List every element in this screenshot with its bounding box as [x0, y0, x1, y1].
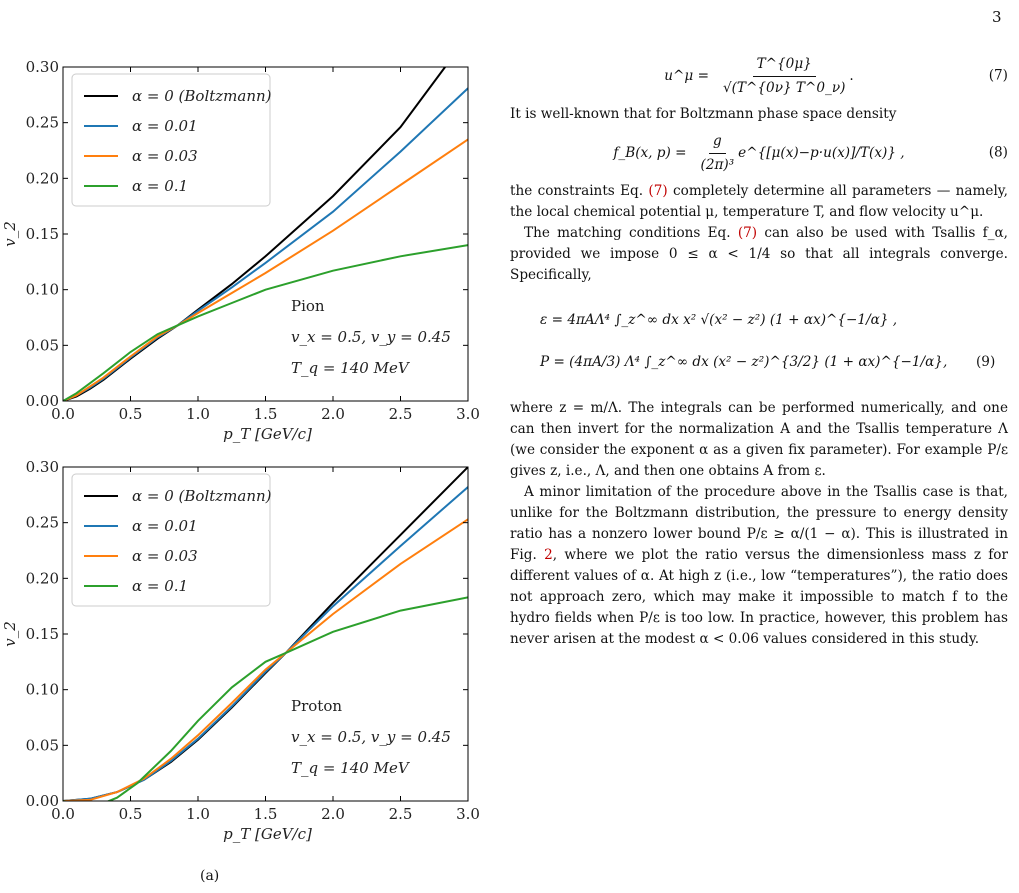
fig2-reference-link[interactable]: 2: [544, 547, 553, 563]
y-tick-label: 0.00: [26, 392, 59, 410]
equation-7: u^μ = T^{0μ} √(T^{0ν} T^0_ν) . (7): [510, 48, 1008, 104]
y-tick-label: 0.30: [26, 58, 59, 76]
eq9-pressure: P = (4πA/3) Λ⁴ ∫_z^∞ dx (x² − z²)^{3/2} …: [540, 352, 995, 373]
annotation-line-0: Pion: [291, 297, 325, 315]
p3-part-b: can also be used with Tsallis f_α, provi…: [510, 225, 1008, 283]
eq9-energy-density: ε = 4πAΛ⁴ ∫_z^∞ dx x² √(x² − z²) (1 + αx…: [540, 310, 897, 331]
paragraph-4: where z = m/Λ. The integrals can be perf…: [510, 400, 1008, 479]
p2-part-b: completely determine all parameters — na…: [510, 183, 1008, 220]
p5-part-b: , where we plot the ratio versus the dim…: [510, 547, 1008, 647]
p2-part-a: the constraints Eq.: [510, 183, 649, 199]
paragraph-5: A minor limitation of the procedure abov…: [510, 482, 1008, 650]
annotation-line-0: Proton: [291, 697, 342, 715]
x-tick-label: 2.5: [389, 805, 413, 823]
annotation-line-2: T_q = 140 MeV: [291, 759, 411, 777]
eq8-denominator: (2π)³: [700, 156, 735, 173]
series-line-3: [63, 596, 468, 801]
x-tick-label: 0.0: [51, 405, 75, 423]
figure-panels: 0.0 0.5 1.0 1.5 2.0 2.5 3.0 0.00 0.05 0.10 0.15 0.2…: [0, 0, 490, 893]
eq7-fraction: T^{0μ} √(T^{0ν} T^0_ν): [723, 54, 845, 99]
legend-entry-1: α = 0.01: [132, 517, 198, 535]
eq7-reference-link-2[interactable]: (7): [737, 225, 758, 241]
x-tick-label: 1.0: [186, 405, 210, 423]
legend-entry-3: α = 0.1: [132, 177, 188, 195]
pion-v2-chart: 0.0 0.5 1.0 1.5 2.0 2.5 3.0 0.00 0.05 0.10 0.15 0.2…: [1, 58, 480, 443]
y-tick-label: 0.30: [26, 458, 59, 476]
annotation-line-1: v_x = 0.5, v_y = 0.45: [291, 328, 451, 346]
eq7-tail: .: [849, 67, 854, 84]
x-tick-label: 0.0: [51, 805, 75, 823]
y-tick-label: 0.25: [26, 514, 59, 532]
equation-9: ε = 4πAΛ⁴ ∫_z^∞ dx x² √(x² − z²) (1 + αx…: [510, 296, 1008, 392]
p5-part-a: A minor limitation of the procedure abov…: [510, 484, 1008, 563]
x-tick-label: 0.5: [119, 805, 143, 823]
x-tick-label: 2.0: [321, 405, 345, 423]
annotation-line-2: T_q = 140 MeV: [291, 359, 411, 377]
eq7-lhs: u^μ =: [664, 67, 709, 84]
legend-entry-3: α = 0.1: [132, 577, 188, 595]
legend-entry-1: α = 0.01: [132, 117, 198, 135]
p3-part-a: The matching conditions Eq.: [524, 225, 738, 241]
x-tick-label: 0.5: [119, 405, 143, 423]
eq8-lhs: f_B(x, p) =: [613, 144, 687, 161]
legend-entry-2: α = 0.03: [132, 147, 198, 165]
y-tick-label: 0.05: [26, 736, 59, 754]
x-axis-label: p_T [GeV/c]: [223, 825, 312, 843]
y-tick-label: 0.20: [26, 169, 59, 187]
legend-entry-0: α = 0 (Boltzmann): [132, 87, 272, 105]
x-axis-label: p_T [GeV/c]: [223, 425, 312, 443]
eq8-fraction: g (2π)³: [701, 131, 735, 176]
eq7-numerator: T^{0μ}: [752, 54, 816, 77]
eq9-number: (9): [976, 354, 996, 370]
series-line-2: [63, 518, 468, 801]
eq7-reference-link[interactable]: (7): [648, 183, 668, 199]
y-tick-label: 0.10: [26, 681, 59, 699]
eq7-number: (7): [988, 67, 1008, 84]
y-tick-label: 0.10: [26, 281, 59, 299]
equation-8: f_B(x, p) = g (2π)³ e^{[μ(x)−p·u(x)]/T(x…: [510, 125, 1008, 181]
eq8-number: (8): [988, 144, 1008, 161]
y-axis-label: v_2: [1, 221, 19, 247]
page-number: 3: [992, 8, 1002, 26]
y-tick-label: 0.05: [26, 336, 59, 354]
eq7-denominator: √(T^{0ν} T^0_ν): [722, 79, 846, 96]
y-tick-label: 0.15: [26, 225, 59, 243]
eq8-exponential: e^{[μ(x)−p·u(x)]/T(x)} ,: [738, 144, 905, 161]
paragraph-1: It is well-known that for Boltzmann phas…: [510, 106, 897, 122]
y-tick-label: 0.20: [26, 569, 59, 587]
paragraph-3: The matching conditions Eq. (7) can also…: [510, 223, 1008, 286]
eq8-numerator: g: [709, 131, 726, 154]
y-tick-label: 0.00: [26, 792, 59, 810]
x-tick-label: 3.0: [456, 805, 480, 823]
x-tick-label: 2.5: [389, 405, 413, 423]
x-tick-label: 3.0: [456, 405, 480, 423]
y-tick-label: 0.15: [26, 625, 59, 643]
annotation-line-1: v_x = 0.5, v_y = 0.45: [291, 728, 451, 746]
x-tick-label: 1.0: [186, 805, 210, 823]
paragraph-2: the constraints Eq. (7) completely deter…: [510, 181, 1008, 223]
x-tick-label: 1.5: [254, 405, 278, 423]
figure-caption-stub: (a): [200, 868, 220, 884]
eq9a-text: ε = 4πAΛ⁴ ∫_z^∞ dx x² √(x² − z²) (1 + αx…: [540, 312, 898, 328]
x-tick-label: 1.5: [254, 805, 278, 823]
proton-v2-chart: 0.0 0.5 1.0 1.5 2.0 2.5 3.0 0.00 0.05 0.10 0.15 0.2…: [1, 458, 480, 843]
series-line-3: [63, 244, 468, 401]
y-axis-label: v_2: [1, 621, 19, 647]
legend-entry-2: α = 0.03: [132, 547, 198, 565]
legend-box: [71, 73, 271, 207]
text-column: u^μ = T^{0μ} √(T^{0ν} T^0_ν) . (7) It is…: [510, 48, 1008, 650]
legend-box: [71, 473, 271, 607]
legend-entry-0: α = 0 (Boltzmann): [132, 487, 272, 505]
eq9b-text: P = (4πA/3) Λ⁴ ∫_z^∞ dx (x² − z²)^{3/2} …: [540, 354, 948, 370]
x-tick-label: 2.0: [321, 805, 345, 823]
y-tick-label: 0.25: [26, 114, 59, 132]
